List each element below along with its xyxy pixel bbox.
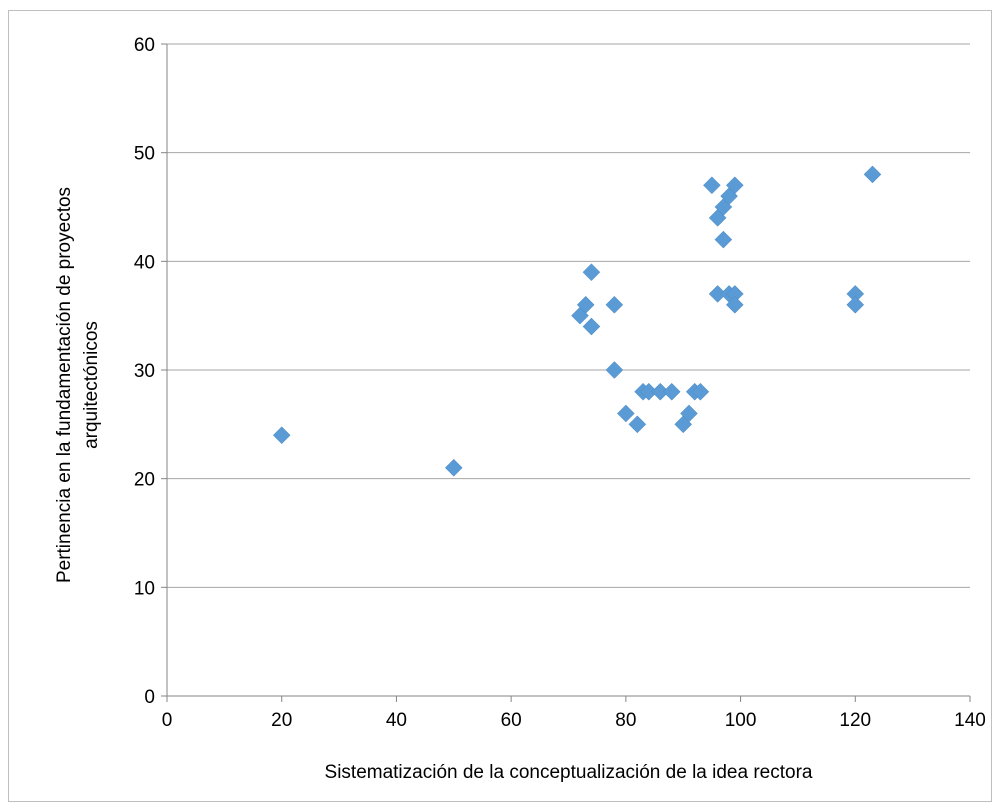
data-point bbox=[617, 404, 635, 423]
data-point bbox=[576, 295, 595, 314]
data-point bbox=[680, 404, 698, 423]
data-point bbox=[662, 382, 681, 401]
y-tick-label: 30 bbox=[134, 361, 155, 382]
y-axis-title-line-2: arquitectónicos bbox=[81, 321, 102, 449]
y-tick-labels: 0 10 20 30 40 50 60 bbox=[134, 35, 155, 708]
y-tick-label: 40 bbox=[134, 252, 155, 273]
data-point bbox=[628, 415, 647, 434]
y-tick-label: 10 bbox=[134, 578, 155, 599]
data-point bbox=[605, 295, 624, 314]
chart-frame bbox=[8, 10, 992, 802]
data-point bbox=[725, 176, 744, 195]
y-tick-label: 50 bbox=[134, 144, 155, 165]
y-tick-label: 60 bbox=[134, 35, 155, 56]
x-tick-labels: 0 20 40 60 80 100 120 140 bbox=[162, 710, 986, 731]
x-tick-label: 140 bbox=[954, 710, 986, 731]
axes bbox=[161, 43, 971, 702]
data-point bbox=[582, 317, 601, 336]
x-tick-label: 0 bbox=[162, 710, 173, 731]
x-tick-label: 20 bbox=[271, 710, 292, 731]
data-point bbox=[863, 165, 882, 184]
gridlines bbox=[167, 43, 970, 588]
data-point bbox=[605, 361, 624, 379]
data-point bbox=[846, 295, 865, 314]
data-point bbox=[444, 458, 463, 477]
x-tick-label: 40 bbox=[386, 710, 407, 731]
y-axis-title-line-1: Pertinencia en la fundamentación de proy… bbox=[54, 187, 75, 583]
data-point bbox=[272, 426, 291, 445]
x-tick-label: 60 bbox=[501, 710, 522, 731]
data-point bbox=[582, 263, 601, 282]
data-point bbox=[703, 176, 721, 195]
data-point bbox=[714, 230, 733, 249]
x-tick-label: 100 bbox=[725, 710, 757, 731]
data-points bbox=[272, 165, 882, 477]
x-tick-label: 120 bbox=[839, 710, 871, 731]
x-tick-label: 80 bbox=[615, 710, 636, 731]
data-point bbox=[725, 295, 744, 314]
data-point bbox=[691, 382, 710, 401]
y-tick-label: 20 bbox=[134, 470, 155, 491]
x-axis-title: Sistematización de la conceptualización … bbox=[325, 762, 813, 783]
y-tick-label: 0 bbox=[144, 687, 155, 708]
